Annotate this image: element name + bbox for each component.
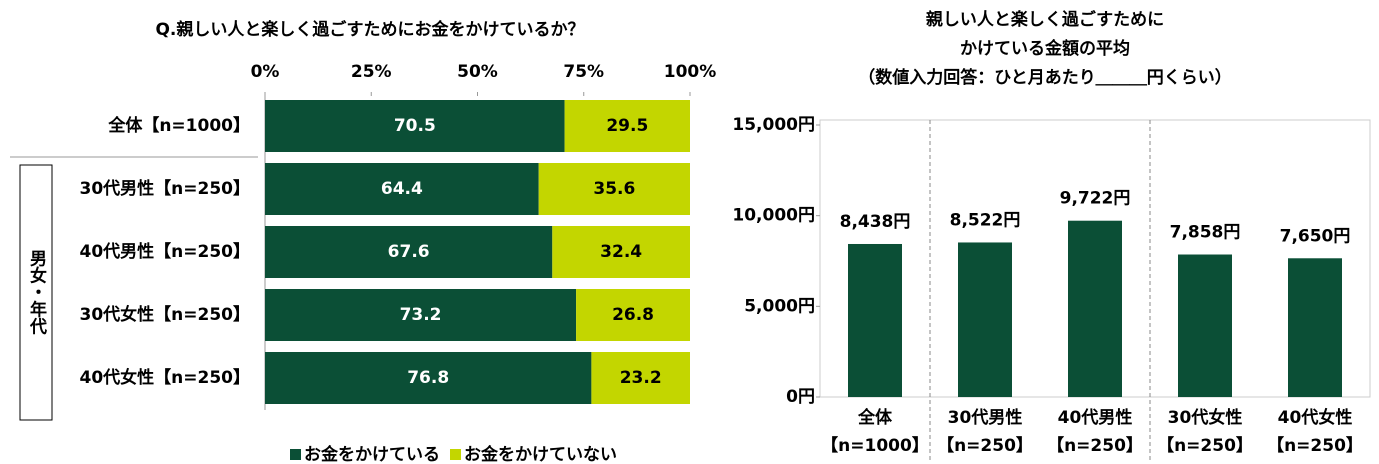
category-label: 40代女性【n=250】 <box>80 367 251 388</box>
chart-title: 親しい人と楽しく過ごすために <box>926 9 1164 30</box>
bar-segment <box>538 163 690 215</box>
bar-segment <box>564 100 690 152</box>
x-tick-label: 【n=250】 <box>1267 435 1363 456</box>
data-label: 35.6 <box>593 179 635 199</box>
x-tick-label: 50% <box>457 62 498 82</box>
data-label: 9,722円 <box>1060 189 1131 209</box>
bar-segment <box>591 352 690 404</box>
x-tick-label: 0% <box>251 62 280 82</box>
x-tick-label: 【n=1000】 <box>821 435 929 456</box>
data-label: 8,438円 <box>840 212 911 232</box>
x-tick-label: 【n=250】 <box>1157 435 1253 456</box>
bar <box>848 243 902 397</box>
y-tick-label: 5,000円 <box>744 296 815 316</box>
x-tick-label: 【n=250】 <box>937 435 1033 456</box>
data-label: 73.2 <box>400 305 442 325</box>
category-label: 30代男性【n=250】 <box>80 178 251 199</box>
bar <box>1178 254 1232 397</box>
data-label: 23.2 <box>620 368 662 388</box>
x-tick-label: 30代女性 <box>1168 407 1243 428</box>
data-label: 32.4 <box>600 242 642 262</box>
chart-title: かけている金額の平均 <box>960 38 1130 59</box>
data-label: 70.5 <box>394 116 436 136</box>
x-tick-label: 【n=250】 <box>1047 435 1143 456</box>
x-tick-label: 全体 <box>857 407 893 428</box>
x-tick-label: 100% <box>664 62 717 82</box>
data-label: 76.8 <box>407 368 449 388</box>
data-label: 26.8 <box>612 305 654 325</box>
data-label: 29.5 <box>606 116 648 136</box>
bar-segment <box>265 100 565 152</box>
bar-segment <box>265 163 539 215</box>
data-label: 7,650円 <box>1280 226 1351 246</box>
x-tick-label: 75% <box>563 62 604 82</box>
y-tick-label: 15,000円 <box>732 115 815 135</box>
category-label: 30代女性【n=250】 <box>80 304 251 325</box>
bar <box>1288 258 1342 397</box>
bar-segment <box>265 289 577 341</box>
bar <box>1068 220 1122 397</box>
y-tick-label: 10,000円 <box>732 206 815 226</box>
x-tick-label: 40代男性 <box>1058 407 1133 428</box>
bar-segment <box>576 289 690 341</box>
data-label: 8,522円 <box>950 210 1021 230</box>
x-tick-label: 25% <box>351 62 392 82</box>
x-tick-label: 40代女性 <box>1278 407 1353 428</box>
data-label: 7,858円 <box>1170 223 1241 243</box>
bar-segment <box>265 352 592 404</box>
data-label: 64.4 <box>381 179 423 199</box>
legend-label: お金をかけていない <box>464 444 617 464</box>
y-tick-label: 0円 <box>786 387 815 407</box>
group-label: 男女・年代 <box>26 249 48 334</box>
data-label: 67.6 <box>388 242 430 262</box>
legend-swatch <box>290 449 301 460</box>
bar-segment <box>265 226 553 278</box>
x-tick-label: 30代男性 <box>948 407 1023 428</box>
legend-swatch <box>450 449 461 460</box>
category-label: 40代男性【n=250】 <box>80 241 251 262</box>
bar <box>958 242 1012 397</box>
bar-segment <box>552 226 690 278</box>
chart-title: Q.親しい人と楽しく過ごすためにお金をかけているか？ <box>155 19 584 40</box>
legend-label: お金をかけている <box>304 444 440 464</box>
group-box <box>19 164 53 421</box>
category-label: 全体【n=1000】 <box>107 115 250 136</box>
chart-title: （数値入力回答：ひと月あたり＿＿＿円くらい） <box>858 67 1232 88</box>
